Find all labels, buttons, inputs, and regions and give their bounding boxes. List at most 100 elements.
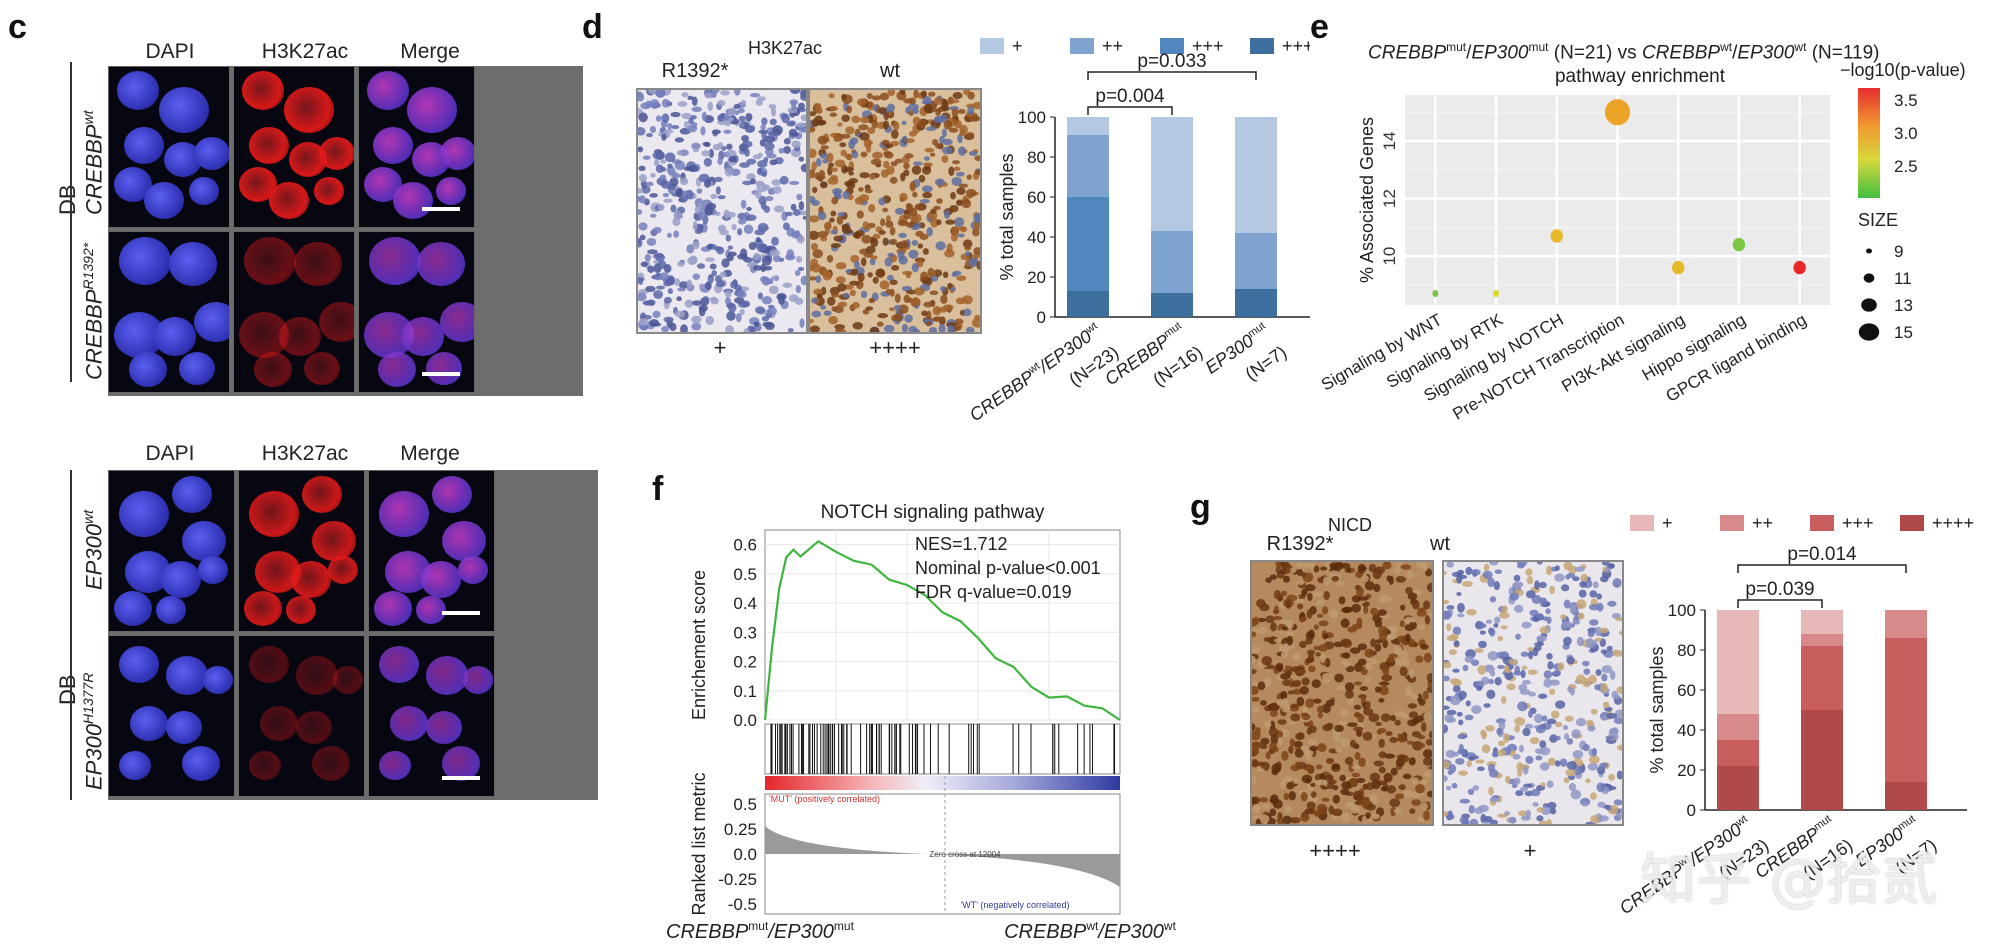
ihc-cell — [852, 322, 863, 330]
ihc-cell — [800, 163, 806, 173]
ihc-cell — [868, 204, 876, 213]
ihc-cell — [1594, 684, 1600, 691]
ihc-cell — [1313, 624, 1319, 630]
ihc-cell — [1538, 820, 1548, 824]
ihc-cell — [1265, 577, 1272, 583]
nucleus — [244, 591, 283, 626]
ihc-cell — [905, 222, 914, 228]
ihc-cell — [650, 172, 656, 178]
ihc-cell — [757, 292, 763, 300]
ihc-cell — [1613, 717, 1622, 725]
ihc-cell — [1386, 575, 1392, 582]
ihc-cell — [663, 198, 673, 203]
pval-bracket-2 — [1087, 71, 1257, 80]
ihc-cell — [1275, 562, 1282, 568]
ihc-cell — [1546, 780, 1554, 788]
ihc-cell — [800, 90, 806, 97]
ihc-cell — [856, 210, 864, 219]
ihc-cell — [1618, 630, 1622, 635]
ihc-cell — [819, 181, 828, 189]
ihc-cell — [827, 166, 833, 176]
micrograph-grid-top — [108, 66, 583, 396]
ihc-cell — [1474, 648, 1484, 653]
ihc-cell — [928, 91, 936, 97]
ihc-cell — [691, 142, 701, 150]
colorbar-title: −log10(p-value) — [1840, 60, 1966, 80]
ihc-cell — [1315, 599, 1326, 606]
ihc-cell — [880, 218, 886, 227]
ihc-cell — [848, 171, 854, 176]
ihc-cell — [1471, 568, 1481, 576]
ihc-cell — [1395, 576, 1407, 583]
ihc-cell — [957, 133, 963, 144]
ihc-cell — [1582, 744, 1590, 752]
ihc-cell — [1340, 708, 1349, 719]
legend-swatch-3 — [1900, 515, 1924, 531]
bar-segment — [1885, 782, 1927, 810]
ihc-cell — [730, 168, 741, 176]
ihc-cell — [769, 249, 781, 257]
ihc-cell — [1600, 649, 1607, 654]
ihc-cell — [1570, 789, 1582, 800]
ihc-cell — [1554, 565, 1560, 571]
ihc-cell — [899, 90, 906, 95]
ihc-cell — [1554, 721, 1563, 728]
ihc-cell — [726, 108, 736, 116]
ihc-cell — [878, 197, 886, 206]
ihc-cell — [1351, 772, 1361, 778]
nucleus — [285, 596, 316, 624]
nucleus — [416, 242, 465, 287]
ihc-cell — [916, 259, 924, 268]
ihc-cell — [864, 189, 873, 194]
ihc-cell — [1261, 656, 1273, 666]
ihc-cell — [1299, 640, 1307, 649]
ihc-cell — [851, 115, 861, 124]
ihc-cell — [1563, 599, 1571, 609]
title-e: CREBBPmut/EP300mut (N=21) vs CREBBPwt/EP… — [1368, 40, 1880, 64]
ihc-cell — [1532, 802, 1539, 807]
ihc-cell — [734, 90, 741, 96]
ihc-cell — [1538, 693, 1548, 699]
ihc-cell — [1359, 686, 1368, 692]
ihc-cell — [741, 300, 751, 308]
ihc-cell — [883, 160, 890, 169]
ihc-cell — [869, 258, 876, 266]
micrograph-tile — [238, 470, 365, 632]
nucleus — [249, 491, 300, 537]
ihc-cell — [1395, 562, 1403, 566]
ihc-cell — [900, 172, 906, 182]
ihc-cell — [871, 119, 879, 129]
bubble-4 — [1672, 260, 1685, 275]
ihc-cell — [1608, 773, 1615, 781]
nucleus — [249, 127, 289, 164]
ihc-cell — [932, 316, 942, 322]
ihc-cell — [648, 90, 656, 95]
ihc-cell — [1535, 725, 1546, 734]
ihc-cell — [907, 103, 919, 111]
ihc-cell — [1487, 577, 1495, 588]
ihc-cell — [1478, 640, 1487, 649]
ihc-cell — [765, 195, 774, 202]
ihc-cell — [1331, 763, 1341, 770]
ihc-cell — [698, 228, 704, 233]
ihc-cell — [930, 208, 937, 214]
ihc-cell — [1501, 695, 1507, 704]
ihc-cell — [837, 212, 845, 217]
ihc-cell — [973, 220, 980, 231]
ihc-cell — [913, 161, 923, 166]
nucleus — [415, 596, 446, 624]
ihc-cell — [840, 149, 848, 157]
rank-heat-bar — [765, 776, 1120, 790]
ihc-cell — [771, 236, 779, 246]
nucleus — [179, 352, 215, 386]
ihc-cell — [1306, 801, 1316, 810]
ihc-cell — [810, 319, 814, 324]
ihc-cell — [1252, 706, 1261, 713]
ihc-cell — [837, 283, 847, 292]
ihc-cell — [964, 251, 971, 257]
ihc-cell — [1400, 650, 1408, 659]
ihc-cell — [1489, 562, 1499, 566]
ihc-cell — [1608, 729, 1615, 737]
ihc-cell — [802, 215, 806, 220]
ihc-cell — [1334, 673, 1344, 683]
